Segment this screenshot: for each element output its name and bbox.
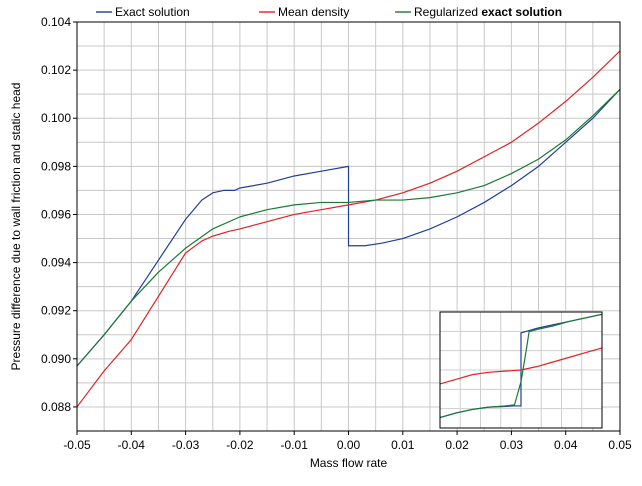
series-line-regularized-exact-solution — [76, 88, 621, 367]
x-tick-label: -0.02 — [226, 438, 254, 452]
y-tick-label: 0.094 — [41, 256, 71, 270]
y-tick-label: 0.092 — [41, 304, 71, 318]
legend-label-regularized-part: Regularized — [414, 5, 481, 19]
series-line-mean-density — [76, 50, 621, 408]
legend-label-regularized-exact-solution: Regularized exact solution — [414, 5, 562, 19]
y-tick-label: 0.088 — [41, 400, 71, 414]
x-tick-label: -0.04 — [118, 438, 146, 452]
x-tick-label: -0.01 — [281, 438, 309, 452]
plot-lines — [76, 50, 621, 408]
x-tick-label: 0.05 — [608, 438, 632, 452]
inset-frame — [439, 311, 603, 429]
y-tick-label: 0.096 — [41, 207, 71, 221]
x-axis-label: Mass flow rate — [310, 456, 388, 470]
x-tick-label: 0.02 — [445, 438, 469, 452]
series-line-exact-solution — [76, 88, 621, 367]
legend-label-exact-solution-bold: exact solution — [481, 5, 562, 19]
inset-series-line-regularized-exact-solution — [439, 313, 603, 419]
inset-series-line-mean-density — [439, 347, 603, 385]
x-tick-label: -0.03 — [172, 438, 200, 452]
y-tick-label: 0.100 — [41, 111, 71, 125]
inset-lines — [439, 313, 603, 419]
x-tick-label: 0.04 — [554, 438, 578, 452]
x-tick-label: 0.01 — [391, 438, 415, 452]
legend-label-mean-density: Mean density — [278, 5, 349, 19]
x-tick-label: 0.00 — [337, 438, 361, 452]
y-tick-label: 0.098 — [41, 159, 71, 173]
y-tick-label: 0.102 — [41, 63, 71, 77]
legend: Exact solution Mean density Regularized … — [96, 5, 562, 19]
y-tick-label: 0.090 — [41, 352, 71, 366]
x-tick-label: 0.03 — [500, 438, 524, 452]
y-tick-label: 0.104 — [41, 15, 71, 29]
inset-plot — [439, 311, 603, 429]
ticks — [73, 21, 621, 435]
tick-labels: -0.05 -0.04 -0.03 -0.02 -0.01 0.00 0.01 0.02 0.0… — [41, 15, 632, 452]
x-tick-label: -0.05 — [63, 438, 91, 452]
legend-label-exact-solution: Exact solution — [115, 5, 190, 19]
y-axis-label: Pressure difference due to wall friction… — [9, 83, 23, 371]
